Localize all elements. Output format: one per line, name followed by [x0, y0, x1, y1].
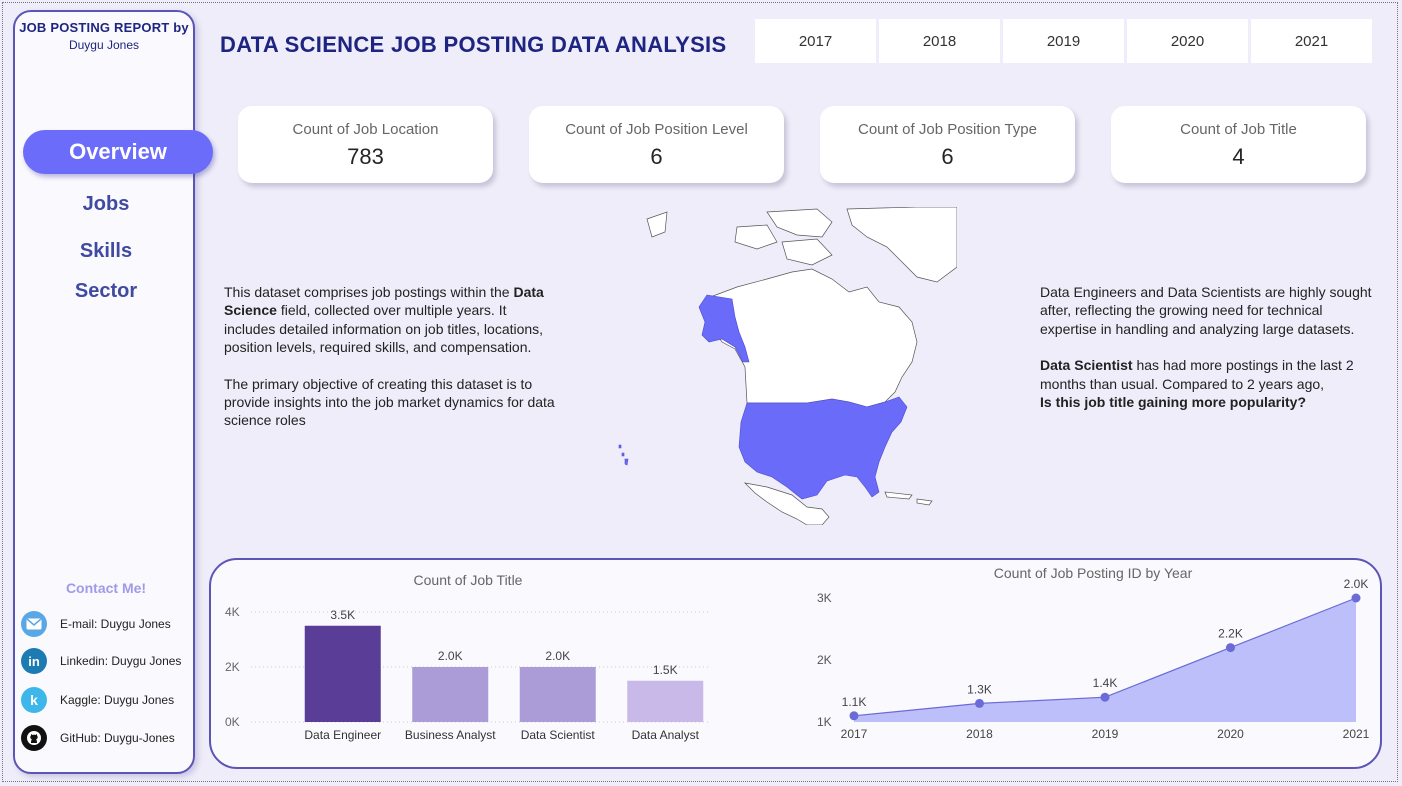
kpi-job-position-type: Count of Job Position Type 6 — [820, 106, 1075, 183]
bar-chart-title: Count of Job Title — [414, 572, 523, 588]
contact-title: Contact Me! — [65, 580, 147, 596]
year-2019-button[interactable]: 2019 — [1003, 19, 1124, 63]
bar[interactable] — [519, 667, 596, 722]
area-x-label: 2018 — [966, 727, 993, 741]
dataset-description: This dataset comprises job postings with… — [224, 283, 559, 448]
bar-ytick-label: 4K — [225, 605, 240, 619]
kpi-value: 783 — [347, 144, 384, 169]
insight-paragraph-2: Data Scientist has had more postings in … — [1040, 356, 1375, 411]
area-point[interactable] — [1351, 593, 1361, 603]
page-title: DATA SCIENCE JOB POSTING DATA ANALYSIS — [220, 32, 727, 57]
area-data-label: 1.1K — [842, 695, 867, 709]
desc-text: field, collected over multiple years. It… — [224, 302, 544, 356]
year-2021-button[interactable]: 2021 — [1251, 19, 1372, 63]
bar-category-label: Business Analyst — [405, 728, 496, 742]
bar-ytick-label: 0K — [225, 715, 240, 729]
area-data-label: 1.3K — [967, 682, 992, 696]
area-chart-title: Count of Job Posting ID by Year — [994, 565, 1193, 581]
insight-paragraph-1: Data Engineers and Data Scientists are h… — [1040, 284, 1372, 337]
year-2017-button[interactable]: 2017 — [755, 19, 876, 63]
area-point[interactable] — [975, 698, 984, 708]
area-x-label: 2019 — [1092, 727, 1119, 741]
area-point[interactable] — [1226, 643, 1235, 653]
insight-text-span: has had more postings in the last 2 mont… — [1040, 357, 1354, 392]
nav-overview[interactable]: Overview — [23, 130, 213, 174]
area-ytick-label: 2K — [817, 653, 832, 667]
desc-bold: Data Science — [224, 284, 544, 319]
bar-category-label: Data Analyst — [632, 728, 700, 742]
nav-skills[interactable]: Skills — [79, 240, 133, 262]
bar-chart-count-job-title[interactable]: Count of Job Title 0K 2K 4K 3.5K Data Enginee… — [225, 572, 711, 742]
area-data-label: 2.0K — [1344, 577, 1369, 591]
kpi-job-title: Count of Job Title 4 — [1111, 106, 1366, 183]
contact-linkedin[interactable]: in Linkedin: Duygu Jones — [21, 648, 181, 674]
bar[interactable] — [412, 667, 489, 722]
bar-data-label: 2.0K — [545, 649, 570, 663]
charts-canvas: Count of Job Title 0K 2K 4K 3.5K Data Enginee… — [225, 565, 1370, 742]
kpi-value: 6 — [650, 144, 663, 169]
bar-data-label: 3.5K — [330, 608, 355, 622]
description-paragraph-1: This dataset comprises job postings with… — [224, 283, 559, 357]
area-x-label: 2021 — [1343, 727, 1370, 741]
kpi-label: Count of Job Location — [292, 121, 439, 138]
area-data-label: 1.4K — [1093, 676, 1118, 690]
bar-ytick-label: 2K — [225, 660, 240, 674]
description-paragraph-2: The primary objective of creating this d… — [224, 375, 555, 429]
highlighted-regions — [618, 294, 908, 500]
insight-text: Data Engineers and Data Scientists are h… — [1040, 283, 1375, 429]
charts-panel: Count of Job Title 0K 2K 4K 3.5K Data Enginee… — [209, 558, 1382, 769]
area-ytick-label: 3K — [817, 591, 832, 605]
bar-data-label: 2.0K — [438, 649, 463, 663]
contact-email[interactable]: E-mail: Duygu Jones — [21, 611, 171, 637]
area-chart-postings-by-year[interactable]: Count of Job Posting ID by Year 1K 2K 3K 1.1… — [817, 565, 1370, 741]
github-icon — [21, 725, 47, 751]
area-fill — [854, 598, 1356, 722]
nav-jobs[interactable]: Jobs — [82, 193, 130, 215]
kaggle-icon: k — [21, 687, 47, 713]
sidebar: JOB POSTING REPORT by Duygu Jones Jobs S… — [13, 10, 195, 774]
north-america-map[interactable] — [617, 207, 957, 525]
year-2018-button[interactable]: 2018 — [879, 19, 1000, 63]
bar-data-label: 1.5K — [653, 663, 678, 677]
kpi-label: Count of Job Position Level — [565, 121, 748, 138]
nav-sector[interactable]: Sector — [74, 280, 138, 302]
contact-email-label: E-mail: Duygu Jones — [60, 617, 171, 631]
kpi-value: 4 — [1232, 144, 1245, 169]
year-slicer: 2017 2018 2019 2020 2021 — [755, 19, 1372, 63]
brand: JOB POSTING REPORT by Duygu Jones — [15, 20, 193, 52]
bar-category-label: Data Scientist — [521, 728, 596, 742]
area-point[interactable] — [849, 711, 859, 721]
contact-github[interactable]: GitHub: Duygu-Jones — [21, 725, 175, 751]
bar[interactable] — [627, 680, 704, 722]
area-x-label: 2017 — [841, 727, 868, 741]
kpi-job-location: Count of Job Location 783 — [238, 106, 493, 183]
brand-title: JOB POSTING REPORT by — [19, 20, 189, 35]
area-point[interactable] — [1100, 692, 1110, 702]
contact-github-label: GitHub: Duygu-Jones — [60, 731, 175, 745]
kpi-label: Count of Job Position Type — [857, 121, 1037, 138]
contact-linkedin-label: Linkedin: Duygu Jones — [60, 654, 182, 668]
area-data-label: 2.2K — [1218, 627, 1243, 641]
kpi-job-position-level: Count of Job Position Level 6 — [529, 106, 784, 183]
insight-bold: Data Scientist — [1040, 357, 1133, 374]
area-x-label: 2020 — [1217, 727, 1244, 741]
area-ytick-label: 1K — [817, 715, 832, 729]
linkedin-icon: in — [21, 648, 47, 674]
bar[interactable] — [304, 625, 381, 722]
desc-text: This dataset comprises job postings with… — [224, 284, 514, 300]
contact-kaggle-label: Kaggle: Duygu Jones — [60, 693, 175, 707]
insight-question: Is this job title gaining more popularit… — [1040, 394, 1307, 411]
contact-kaggle[interactable]: k Kaggle: Duygu Jones — [21, 687, 174, 713]
kpi-label: Count of Job Title — [1180, 121, 1297, 138]
kpi-value: 6 — [941, 144, 954, 169]
brand-author: Duygu Jones — [68, 38, 140, 52]
email-icon — [21, 611, 47, 637]
bar-category-label: Data Engineer — [304, 728, 381, 742]
year-2020-button[interactable]: 2020 — [1127, 19, 1248, 63]
